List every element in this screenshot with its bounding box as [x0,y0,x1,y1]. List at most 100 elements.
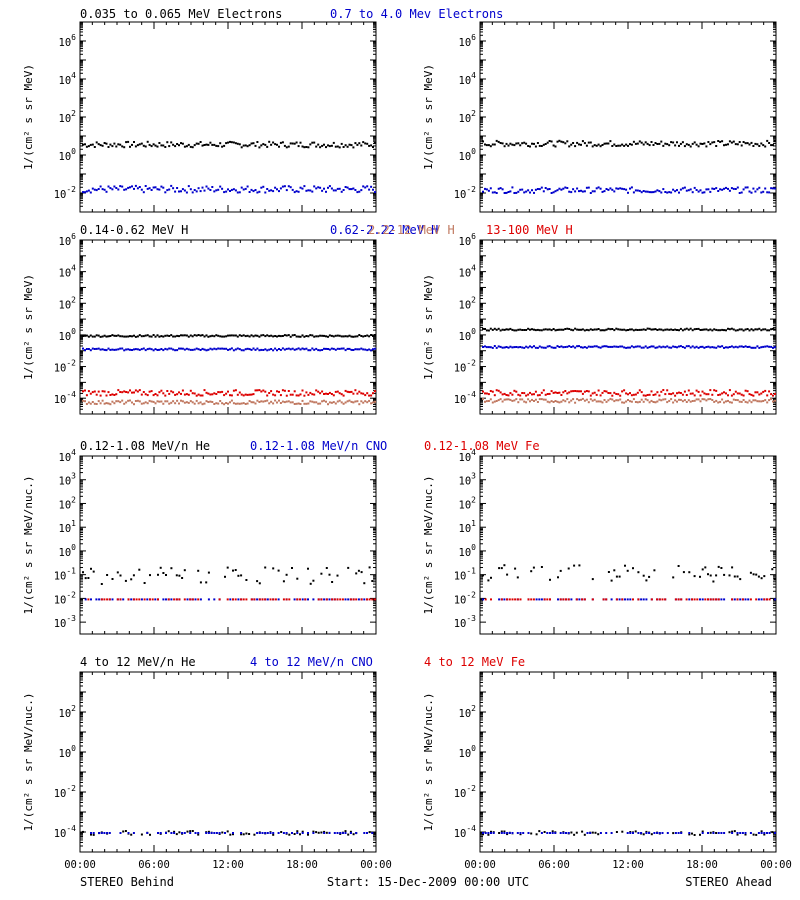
data-point [646,394,649,396]
data-point [328,832,331,834]
data-point [750,346,753,349]
data-point [770,187,773,190]
data-point [725,143,727,146]
data-point [266,399,269,402]
data-point [595,144,598,147]
data-point [766,345,769,348]
data-point [150,189,153,191]
data-point [221,831,224,834]
data-point [244,144,247,147]
footer-right-label: STEREO Ahead [685,875,772,889]
data-point [270,400,273,403]
data-point [636,329,639,331]
data-point [613,329,616,332]
data-point [274,394,277,397]
data-point [514,567,517,570]
data-point [534,188,537,191]
data-point [519,398,522,401]
data-point [523,141,526,144]
data-point [115,145,118,148]
data-point [676,329,678,331]
data-point [357,598,360,601]
data-point [223,347,226,350]
data-point [634,401,637,403]
data-point [323,399,325,402]
data-point [595,400,598,403]
data-point [327,403,329,406]
data-point [358,390,361,393]
plot-frame [479,455,777,635]
data-point [109,394,112,396]
data-point [727,327,729,330]
data-point [183,348,186,351]
data-point [183,832,186,834]
data-point [632,393,635,396]
data-point [354,142,357,145]
data-point [746,401,749,404]
data-point [672,832,675,835]
data-point [334,189,337,192]
plot-frame [479,239,777,415]
data-point [319,349,322,352]
data-point [712,598,715,601]
data-point [172,400,175,403]
data-point [681,329,684,332]
data-point [490,832,492,834]
data-point [297,335,300,338]
data-point [695,398,698,401]
data-point [601,391,604,394]
data-point [487,832,490,834]
data-point [213,335,216,338]
data-point [650,598,653,601]
data-point [223,144,226,147]
data-point [644,398,647,401]
data-point [311,347,314,350]
data-point [585,186,588,189]
data-point [605,345,608,348]
data-point [522,832,525,834]
data-point [121,391,124,394]
data-point [636,345,639,348]
data-point [736,833,739,836]
data-point [313,348,316,351]
data-point [742,141,745,143]
data-point [117,389,120,392]
data-point [103,142,106,144]
data-point [334,145,337,148]
data-point [103,334,106,337]
data-point [482,832,484,834]
data-point [730,345,733,348]
data-point [523,392,526,395]
data-point [127,391,130,394]
y-tick-label: 10-2 [54,784,76,800]
data-point [260,186,263,189]
data-point [758,346,761,349]
data-point [238,348,241,351]
data-point [276,143,278,146]
data-point [355,598,358,601]
data-point [101,144,104,147]
data-point [370,349,373,352]
data-point [309,334,312,337]
data-point [348,143,351,146]
data-point [626,598,629,601]
data-point [374,390,376,393]
data-point [82,399,84,402]
data-point [344,832,347,834]
data-point [760,577,763,580]
data-point [278,348,280,350]
data-point [319,402,322,405]
data-point [544,393,547,396]
data-point [317,335,320,338]
data-point [681,346,684,348]
data-point [503,398,506,401]
data-point [503,346,506,349]
data-point [543,598,546,601]
data-point [340,347,343,350]
data-point [195,334,198,337]
data-point [91,335,94,338]
data-point [320,572,323,575]
y-tick-label: 103 [59,472,77,488]
data-point [119,574,122,577]
data-point [342,189,345,191]
